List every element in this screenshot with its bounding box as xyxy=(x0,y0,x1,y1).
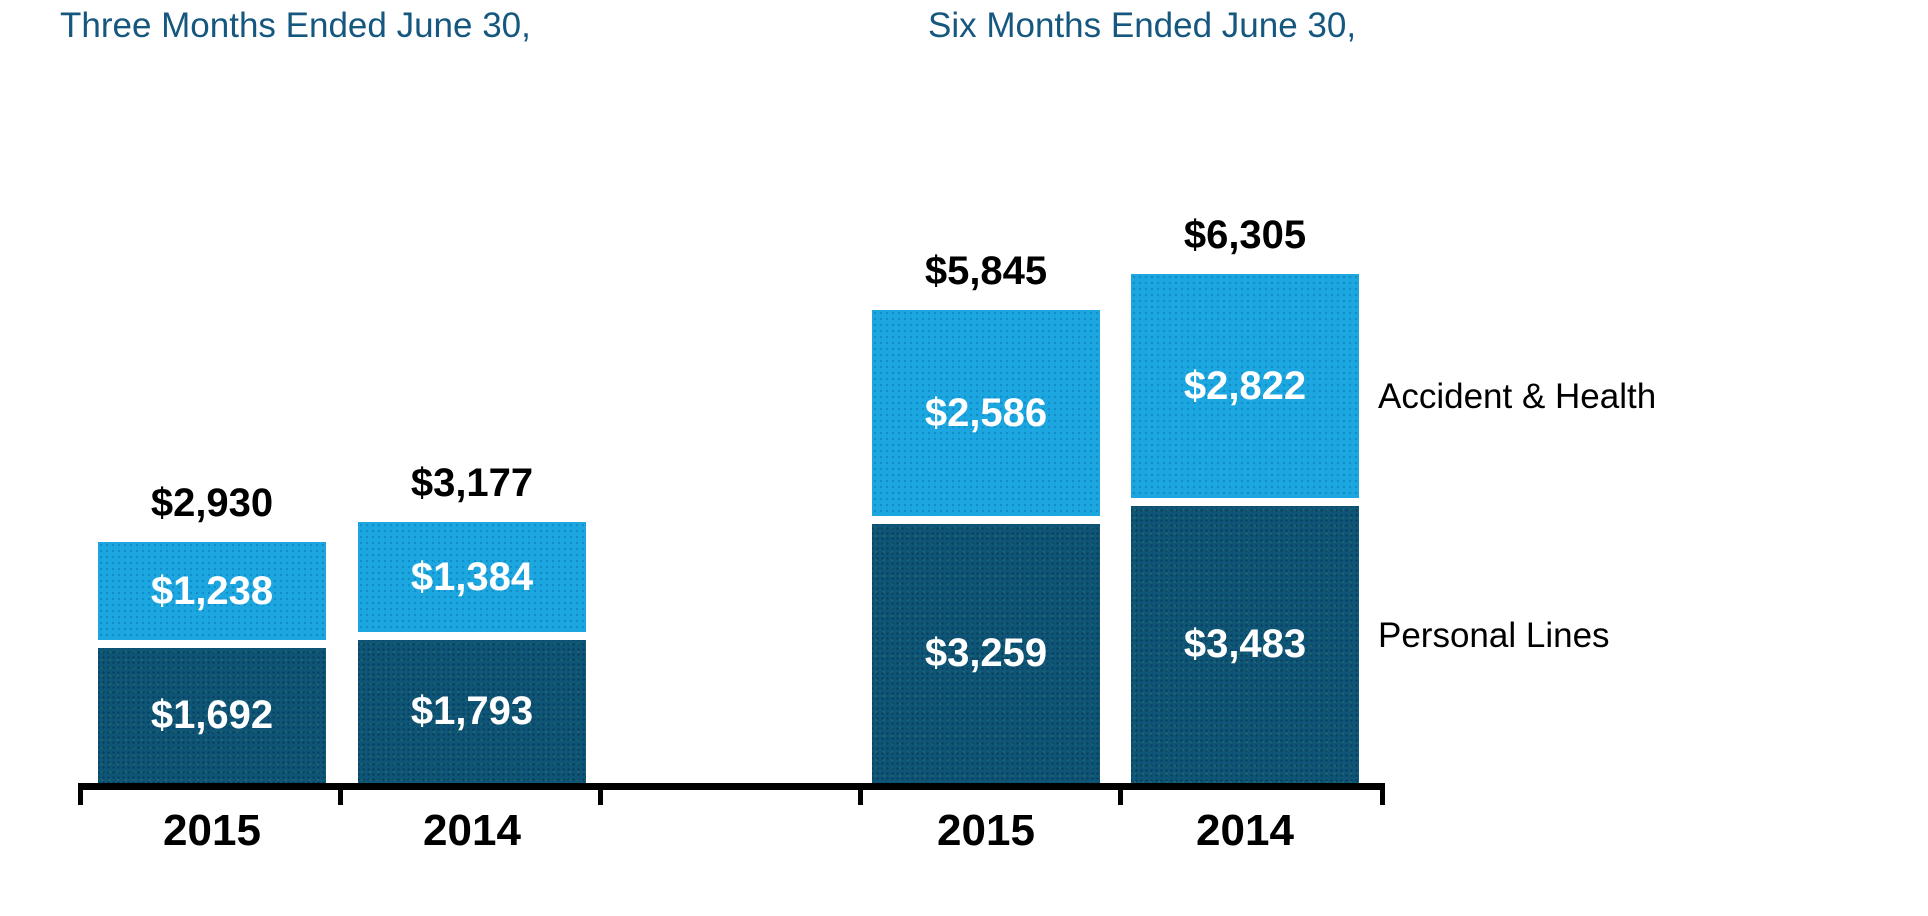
segment-accident-health: $1,238 xyxy=(98,542,326,640)
bar-three-months-2014: $3,177 $1,384 $1,793 xyxy=(358,460,586,783)
segment-gap xyxy=(98,640,326,648)
segment-value-label: $3,483 xyxy=(1183,622,1307,666)
legend-label-personal-lines: Personal Lines xyxy=(1378,616,1610,655)
segment-gap xyxy=(1131,498,1359,506)
segment-personal-lines: $3,259 xyxy=(872,524,1100,783)
x-axis-tick xyxy=(78,783,83,805)
segment-value-label: $2,822 xyxy=(1183,363,1307,408)
total-label: $3,177 xyxy=(410,461,534,505)
bar-six-months-2014: $6,305 $2,822 $3,483 xyxy=(1131,212,1359,783)
x-axis-label-three-months-2015: 2015 xyxy=(163,806,261,855)
segment-value-label: $1,384 xyxy=(410,554,534,599)
segment-value-label: $1,238 xyxy=(150,568,274,613)
x-axis-line xyxy=(78,783,1385,790)
segment-personal-lines: $1,692 xyxy=(98,648,326,783)
segment-value-label: $3,259 xyxy=(924,631,1048,675)
x-axis-tick xyxy=(858,783,863,805)
legend-label-accident-health: Accident & Health xyxy=(1378,377,1657,416)
bar-three-months-2015: $2,930 $1,238 $1,692 xyxy=(98,480,326,783)
segment-personal-lines: $3,483 xyxy=(1131,506,1359,783)
x-axis-tick xyxy=(1380,783,1385,805)
segment-gap xyxy=(358,632,586,640)
total-label: $5,845 xyxy=(924,249,1048,293)
x-axis-label-six-months-2014: 2014 xyxy=(1196,806,1294,855)
group-title-three-months: Three Months Ended June 30, xyxy=(60,6,531,45)
segment-personal-lines: $1,793 xyxy=(358,640,586,783)
x-axis-label-three-months-2014: 2014 xyxy=(423,806,521,855)
segment-value-label: $2,586 xyxy=(924,390,1048,435)
segment-accident-health: $1,384 xyxy=(358,522,586,632)
bar-six-months-2015: $5,845 $2,586 $3,259 xyxy=(872,248,1100,783)
total-label: $2,930 xyxy=(150,481,274,525)
segment-value-label: $1,793 xyxy=(410,689,534,733)
total-label: $6,305 xyxy=(1183,213,1307,257)
segment-gap xyxy=(872,516,1100,524)
segment-value-label: $1,692 xyxy=(150,693,274,737)
segment-accident-health: $2,822 xyxy=(1131,274,1359,498)
x-axis-tick xyxy=(598,783,603,805)
x-axis-label-six-months-2015: 2015 xyxy=(937,806,1035,855)
group-title-six-months: Six Months Ended June 30, xyxy=(928,6,1357,45)
x-axis-tick xyxy=(1118,783,1123,805)
x-axis-tick xyxy=(338,783,343,805)
segment-accident-health: $2,586 xyxy=(872,310,1100,516)
